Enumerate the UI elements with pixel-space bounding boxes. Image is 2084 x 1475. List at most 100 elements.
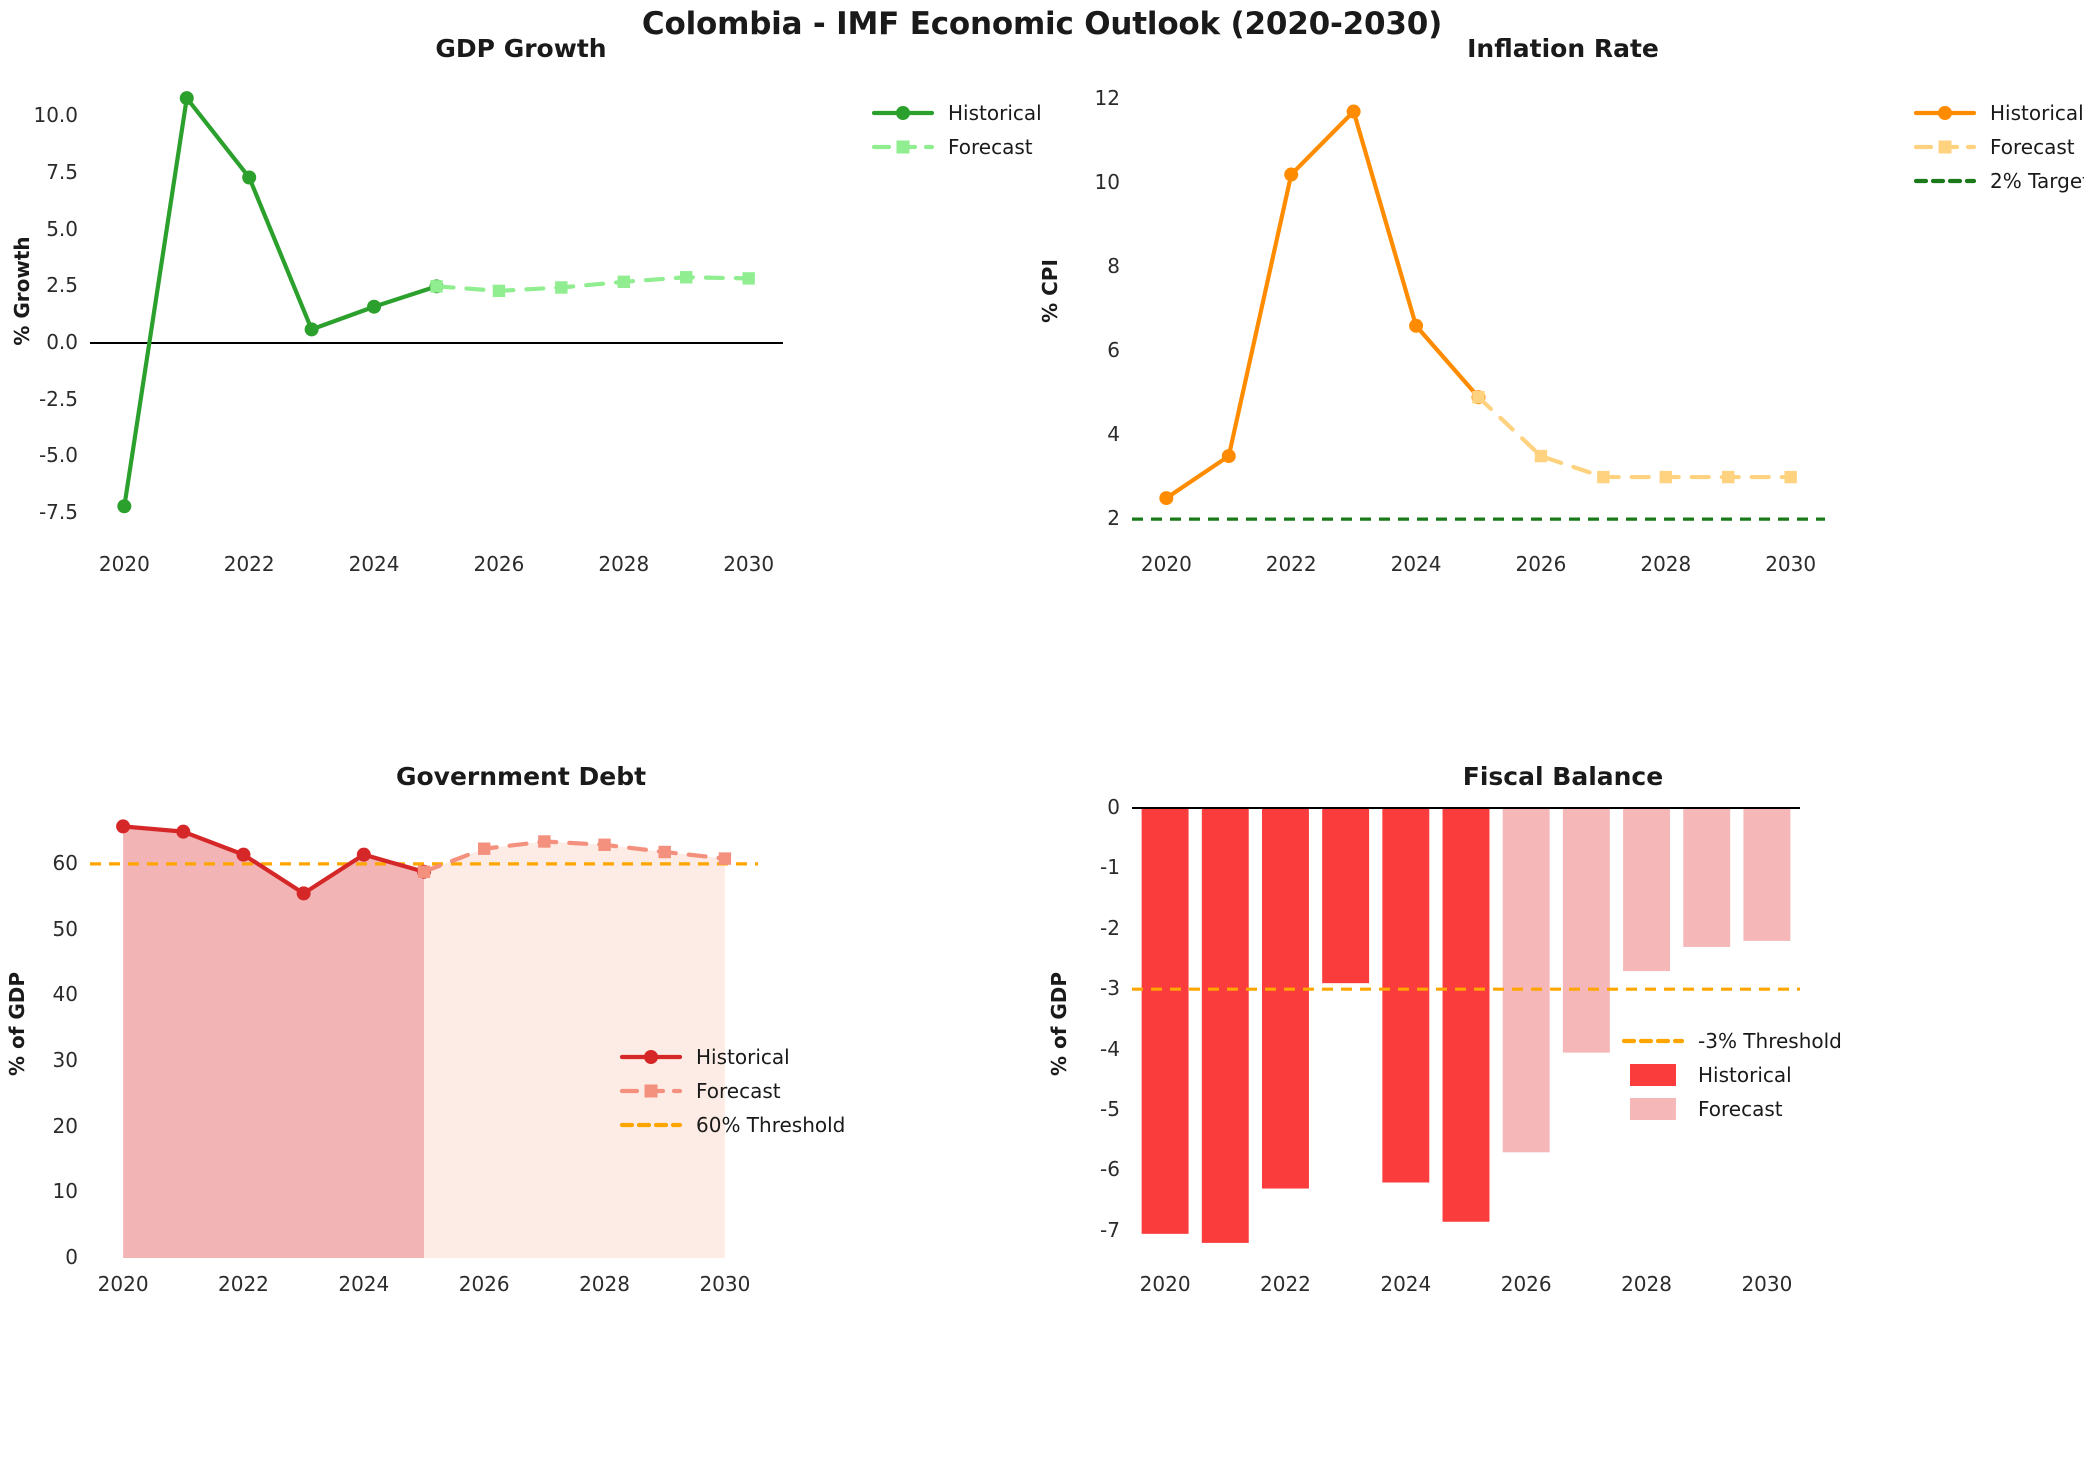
legend-entry[interactable]: Forecast	[871, 130, 1042, 164]
legend-entry[interactable]: -3% Threshold	[1621, 1024, 1842, 1058]
legend-key-icon	[1913, 178, 1977, 184]
legend-entry[interactable]: 2% Target	[1913, 164, 2084, 198]
bar	[1261, 808, 1309, 1189]
panel-title-fiscal: Fiscal Balance	[1462, 762, 1664, 791]
plot-area-debt: 0 10 20 30 40 50 60 2020 2022 2024 2026 2028 2030	[53, 808, 758, 1296]
legend-key-icon	[1621, 1038, 1685, 1044]
legend-swatch	[871, 99, 935, 127]
y-tick-label: 0	[1107, 795, 1120, 819]
legend-entry[interactable]: Historical	[1913, 96, 2084, 130]
legend-swatch	[619, 1043, 683, 1071]
bar	[1562, 808, 1610, 1053]
y-tick-label: 10	[52, 1179, 78, 1204]
axis-label-inflation-y: % CPI	[1038, 259, 1062, 323]
legend-entry-label: Forecast	[1990, 135, 2075, 159]
legend-entry-label: Historical	[1698, 1063, 1792, 1087]
bar	[1442, 808, 1490, 1222]
y-tick-label: 7.5	[46, 159, 78, 184]
legend-swatch	[1621, 1027, 1685, 1055]
chart-svg-debt	[90, 819, 758, 1258]
panel-gdp-growth: GDP Growth % Growth -7.5 -5.0 -2.5 0.0 2.5 5.…	[0, 34, 1042, 576]
y-tick-label: 40	[52, 982, 78, 1007]
legend-inflation[interactable]: Historical Forecast 2% Target	[1913, 96, 2084, 198]
legend-key-icon	[1630, 1098, 1676, 1120]
legend-entry-label: Historical	[948, 101, 1042, 125]
legend-key-icon	[1630, 1064, 1676, 1086]
x-tick-label: 2028	[1621, 1272, 1672, 1296]
legend-swatch	[871, 133, 935, 161]
plot-area-inflation: 2 4 6 8 10 12 2020 2022 2024 2026 2028 2030	[1095, 80, 1825, 576]
y-tick-label: -5	[1100, 1097, 1120, 1121]
panel-title-inflation: Inflation Rate	[1467, 34, 1659, 63]
x-tick-label: 2026	[1500, 1272, 1552, 1296]
y-tick-label: 5.0	[46, 216, 78, 241]
legend-swatch	[1913, 99, 1977, 127]
x-tick-label: 2030	[699, 1272, 751, 1296]
chart-svg-inflation	[1132, 104, 1825, 521]
legend-entry-label: Historical	[1990, 101, 2084, 125]
legend-key-icon	[619, 1084, 683, 1098]
legend-entry[interactable]: Historical	[619, 1040, 845, 1074]
legend-entry-label: -3% Threshold	[1698, 1029, 1842, 1053]
legend-key-icon	[619, 1122, 683, 1128]
x-tick-label: 2022	[218, 1272, 269, 1296]
panel-title-gdp: GDP Growth	[435, 34, 607, 63]
legend-key-icon	[1913, 106, 1977, 120]
bar	[1141, 808, 1189, 1234]
y-tick-label: -4	[1100, 1036, 1120, 1061]
y-tick-label: 20	[52, 1113, 78, 1138]
y-tick-label: -2	[1100, 915, 1120, 940]
legend-entry[interactable]: Forecast	[1913, 130, 2084, 164]
y-tick-label: -1	[1100, 855, 1120, 880]
y-tick-label: 12	[1094, 85, 1120, 110]
legend-swatch	[619, 1111, 683, 1139]
legend-fiscal[interactable]: -3% Threshold Historical Forecast	[1621, 1024, 1842, 1126]
legend-entry-label: 2% Target	[1990, 169, 2084, 193]
chart-svg-gdp	[90, 91, 783, 514]
legend-gdp[interactable]: Historical Forecast	[871, 96, 1042, 164]
bar	[1502, 808, 1550, 1153]
y-tick-label: 4	[1107, 422, 1120, 447]
y-tick-label: 50	[52, 916, 78, 941]
y-tick-label: -7	[1100, 1217, 1120, 1242]
y-tick-label: 60	[52, 850, 78, 875]
legend-swatch	[1913, 133, 1977, 161]
x-tick-label: 2020	[1139, 1272, 1191, 1296]
legend-swatch	[1622, 1061, 1684, 1089]
panel-fiscal-balance: Fiscal Balance % of GDP -7 -6 -5 -4 -3 -2 -1 0 2…	[1042, 762, 2084, 1322]
y-tick-label: 10	[1094, 169, 1120, 194]
x-tick-label: 2024	[1390, 552, 1442, 576]
legend-entry[interactable]: Historical	[1622, 1058, 1842, 1092]
legend-entry[interactable]: Historical	[871, 96, 1042, 130]
bar	[1683, 808, 1731, 947]
x-tick-label: 2022	[223, 552, 275, 576]
legend-entry-label: Forecast	[696, 1079, 781, 1103]
y-tick-label: -3	[1100, 976, 1120, 1001]
legend-key-icon	[871, 106, 935, 120]
y-tick-label: -7.5	[38, 500, 78, 525]
x-tick-label: 2020	[1140, 552, 1192, 576]
legend-entry[interactable]: Forecast	[1622, 1092, 1842, 1126]
x-tick-label: 2026	[473, 552, 525, 576]
x-tick-label: 2022	[1260, 1272, 1311, 1296]
x-tick-label: 2022	[1265, 552, 1317, 576]
legend-swatch	[1622, 1095, 1684, 1123]
x-tick-label: 2020	[98, 552, 150, 576]
panel-government-debt: Government Debt % of GDP 0 10 20 30 40 50 60 20…	[0, 762, 1042, 1322]
legend-key-icon	[1913, 140, 1977, 154]
legend-entry[interactable]: Forecast	[619, 1074, 845, 1108]
figure-title: Colombia - IMF Economic Outlook (2020-20…	[641, 6, 1443, 42]
panel-inflation-rate: Inflation Rate % CPI 2 4 6 8 10 12 2020 2022 202…	[1038, 34, 2084, 576]
x-tick-label: 2028	[598, 552, 650, 576]
legend-entry-label: Historical	[696, 1045, 790, 1069]
y-tick-label: 0.0	[46, 330, 78, 354]
x-tick-label: 2028	[579, 1272, 630, 1296]
legend-entry-label: Forecast	[1698, 1097, 1783, 1121]
legend-key-icon	[619, 1050, 683, 1064]
x-tick-label: 2028	[1640, 552, 1692, 576]
x-tick-label: 2024	[348, 552, 400, 576]
chart-svg-fiscal	[1132, 807, 1800, 1243]
legend-debt[interactable]: Historical Forecast 60% Threshold	[619, 1040, 845, 1142]
legend-entry[interactable]: 60% Threshold	[619, 1108, 845, 1142]
